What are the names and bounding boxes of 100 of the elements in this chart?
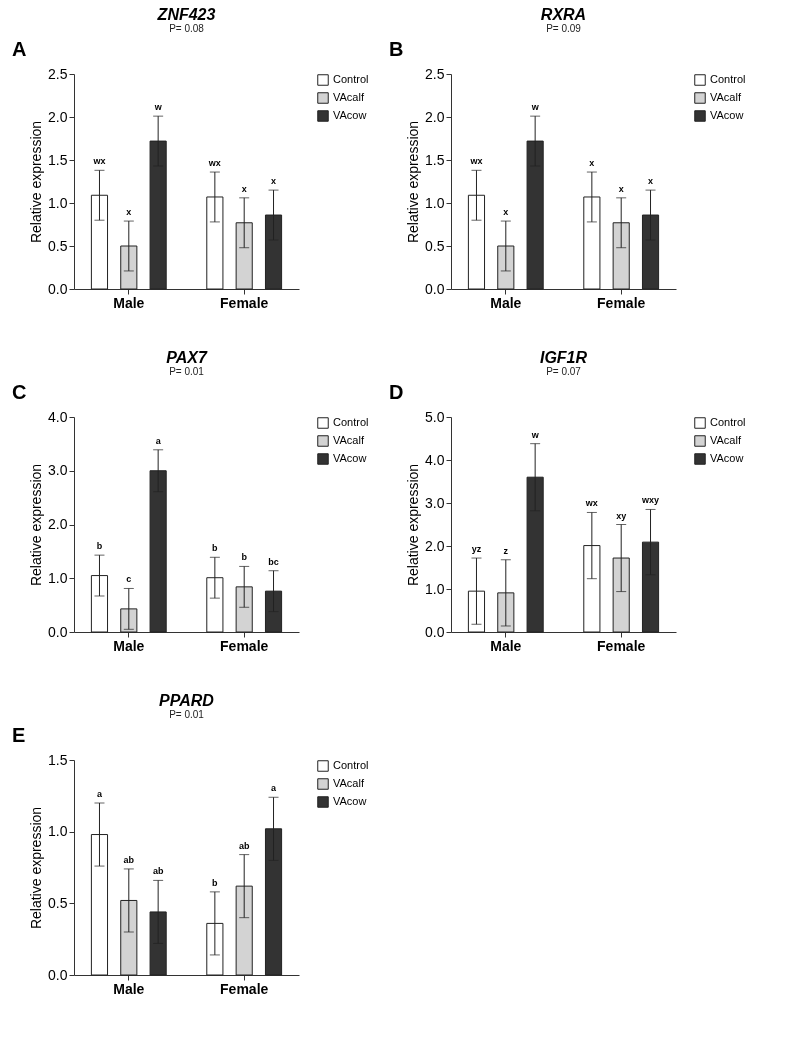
y-axis-title: Relative expression [28, 120, 45, 244]
annotation: ab [123, 854, 135, 865]
y-tick-label: 1.0 [48, 194, 68, 211]
annotation: ab [238, 840, 250, 851]
annotation: b [212, 877, 219, 888]
annotation: x [503, 207, 509, 218]
y-tick-label: 0.0 [48, 966, 68, 983]
legend-label: VAcalf [333, 91, 365, 103]
y-tick-label: 2.5 [48, 65, 68, 82]
annotation: x [271, 176, 277, 187]
chart-title: ZNF423 [156, 6, 216, 23]
annotation: c [126, 574, 132, 585]
y-tick-label: 5.0 [425, 408, 445, 425]
annotation: xy [616, 510, 627, 521]
y-tick-label: 1.5 [48, 751, 68, 768]
annotation: w [530, 102, 540, 113]
y-tick-label: 1.0 [425, 580, 445, 597]
legend-label: VAcow [333, 795, 367, 807]
annotation: wx [469, 156, 483, 167]
y-axis-title: Relative expression [28, 463, 45, 587]
annotation: b [241, 552, 248, 563]
annotation: b [96, 541, 103, 552]
annotation: x [589, 158, 595, 169]
y-tick-label: 0.0 [425, 280, 445, 297]
legend-label: VAcow [333, 452, 367, 464]
text: E [12, 724, 26, 746]
chart-title: IGF1R [539, 349, 588, 366]
y-tick-label: 4.0 [48, 408, 68, 425]
x-tick-label: Male [113, 294, 145, 311]
legend-label: Control [710, 416, 746, 428]
annotation: w [530, 429, 540, 440]
annotation: bc [268, 556, 279, 567]
legend-label: VAcalf [710, 91, 742, 103]
y-tick-label: 1.0 [48, 823, 68, 840]
text: C [12, 381, 27, 403]
annotation: x [618, 183, 624, 194]
x-tick-label: Male [490, 637, 522, 654]
annotation: a [271, 783, 278, 794]
y-tick-label: 1.5 [48, 151, 68, 168]
y-tick-label: 0.5 [425, 237, 445, 254]
chart-subtitle: P= 0.01 [169, 366, 205, 377]
legend-label: Control [333, 759, 369, 771]
annotation: w [153, 102, 163, 113]
x-tick-label: Female [597, 637, 646, 654]
annotation: x [126, 207, 132, 218]
legend-label: Control [333, 73, 369, 85]
y-tick-label: 2.0 [425, 537, 445, 554]
annotation: wx [584, 498, 598, 509]
x-tick-label: Female [220, 980, 269, 997]
annotation: ab [152, 866, 164, 877]
y-tick-label: 2.0 [425, 108, 445, 125]
legend-label: VAcalf [333, 434, 365, 446]
y-tick-label: 3.0 [425, 494, 445, 511]
legend-label: Control [710, 73, 746, 85]
y-axis-title: Relative expression [405, 463, 422, 587]
annotation: x [241, 183, 247, 194]
y-tick-label: 2.0 [48, 516, 68, 532]
annotation: a [155, 435, 162, 446]
x-tick-label: Female [220, 294, 269, 311]
chart-title: RXRA [540, 6, 587, 23]
annotation: a [96, 789, 103, 799]
y-tick-label: 0.0 [425, 623, 445, 640]
annotation: z [503, 545, 509, 556]
legend-label: Control [333, 416, 369, 428]
text: A [12, 38, 27, 60]
y-tick-label: 1.0 [48, 569, 68, 586]
x-tick-label: Male [490, 294, 522, 311]
annotation: wx [207, 158, 221, 169]
annotation: b [212, 543, 219, 554]
y-tick-label: 0.0 [48, 280, 68, 297]
y-tick-label: 0.0 [48, 623, 68, 640]
y-tick-label: 1.5 [425, 151, 445, 168]
chart-subtitle: P= 0.09 [546, 23, 582, 34]
y-tick-label: 1.0 [425, 194, 445, 211]
text: B [389, 38, 404, 60]
annotation: yz [471, 544, 482, 555]
annotation: wx [92, 156, 106, 167]
text: D [389, 381, 404, 403]
chart-title: PAX7 [166, 349, 208, 366]
y-tick-label: 2.5 [425, 65, 445, 82]
chart-title: PPARD [159, 692, 215, 709]
legend-label: VAcow [333, 109, 367, 121]
x-tick-label: Female [220, 637, 269, 654]
y-tick-label: 2.0 [48, 108, 68, 125]
y-tick-label: 0.5 [48, 894, 68, 911]
legend-label: VAcow [710, 109, 744, 121]
y-axis-title: Relative expression [28, 806, 45, 930]
legend-label: VAcow [710, 452, 744, 464]
chart-subtitle: P= 0.07 [546, 366, 582, 377]
y-tick-label: 4.0 [425, 451, 445, 468]
y-axis-title: Relative expression [405, 120, 422, 244]
annotation: wxy [641, 495, 660, 506]
x-tick-label: Male [113, 637, 145, 654]
y-tick-label: 3.0 [48, 462, 68, 479]
legend-label: VAcalf [710, 434, 742, 446]
x-tick-label: Female [597, 294, 646, 311]
y-tick-label: 0.5 [48, 237, 68, 254]
chart-subtitle: P= 0.01 [169, 709, 205, 720]
legend-label: VAcalf [333, 777, 365, 789]
annotation: x [648, 176, 654, 187]
